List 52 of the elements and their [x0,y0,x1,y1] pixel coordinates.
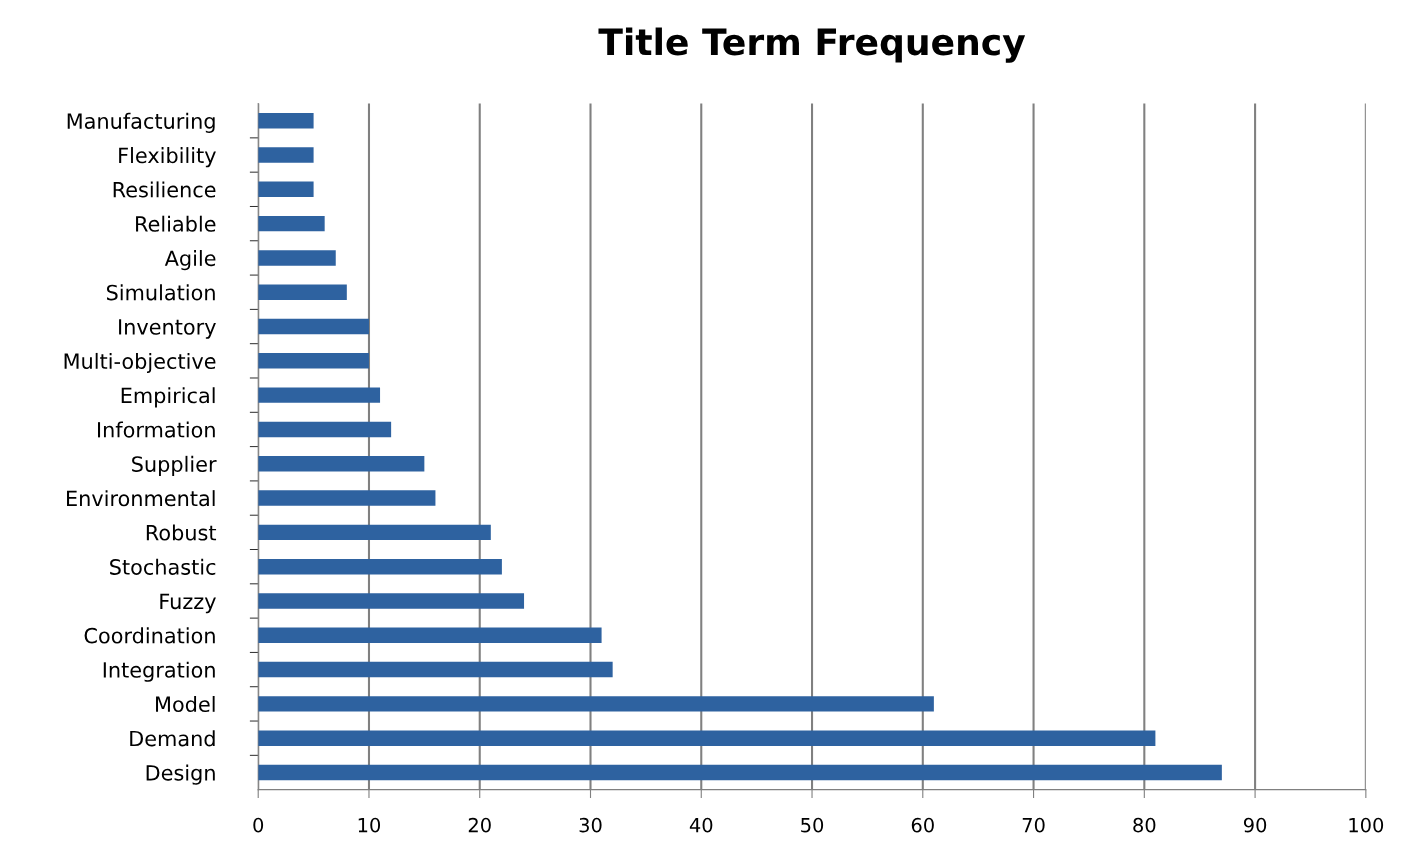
y-tick-label: Integration [103,661,215,682]
bar [258,696,934,712]
bar [258,661,613,678]
y-tick-label: Inventory [119,319,216,339]
x-tick-label: 10 [358,817,381,833]
y-tick-label: Design [146,764,215,785]
x-tick-label: 0 [253,817,264,833]
bar [258,112,314,129]
y-tick-label: Multi-objective [64,352,216,374]
bar [258,318,369,335]
y-tick-label: Robust [146,524,217,541]
bar [258,284,347,300]
y-tick-label: Demand [130,730,215,747]
y-tick-label: Agile [164,250,216,271]
x-tick-label: 90 [1243,817,1267,833]
y-tick-label: Empirical [121,387,215,408]
bar [258,593,525,609]
bar [258,421,392,438]
bar [258,181,314,198]
y-tick-label: Flexibility [119,147,216,168]
x-tick-label: 40 [689,817,713,833]
x-tick-label: 70 [1022,817,1045,833]
bar [258,250,336,266]
y-tick-label: Stochastic [110,558,216,575]
y-tick-label: Model [156,695,215,713]
x-tick-label: 80 [1133,817,1156,833]
y-tick-label: Information [97,421,215,438]
x-tick-label: 60 [911,817,934,833]
bar [258,456,425,472]
y-tick-label: Fuzzy [160,593,216,614]
bar [258,490,436,506]
bar [258,730,1156,746]
y-tick-label: Environmental [67,490,215,507]
y-tick-label: Supplier [132,455,217,476]
y-tick-label: Simulation [106,284,215,301]
y-tick-label: Resilience [113,181,216,198]
bar [258,387,381,403]
bar [258,353,369,369]
bar [258,215,325,232]
x-tick-label: 30 [579,817,602,833]
bar [258,558,502,575]
y-tick-label: Coordination [84,627,215,644]
bar [258,524,491,541]
x-tick-label: 20 [468,817,491,833]
bar [258,627,602,643]
x-tick-label: 100 [1349,817,1384,833]
chart-title: Title Term Frequency [598,27,1026,63]
x-tick-label: 50 [801,817,824,833]
bar [258,764,1222,781]
bar [258,147,314,163]
y-tick-label: Manufacturing [67,112,215,133]
y-tick-label: Reliable [136,215,216,232]
